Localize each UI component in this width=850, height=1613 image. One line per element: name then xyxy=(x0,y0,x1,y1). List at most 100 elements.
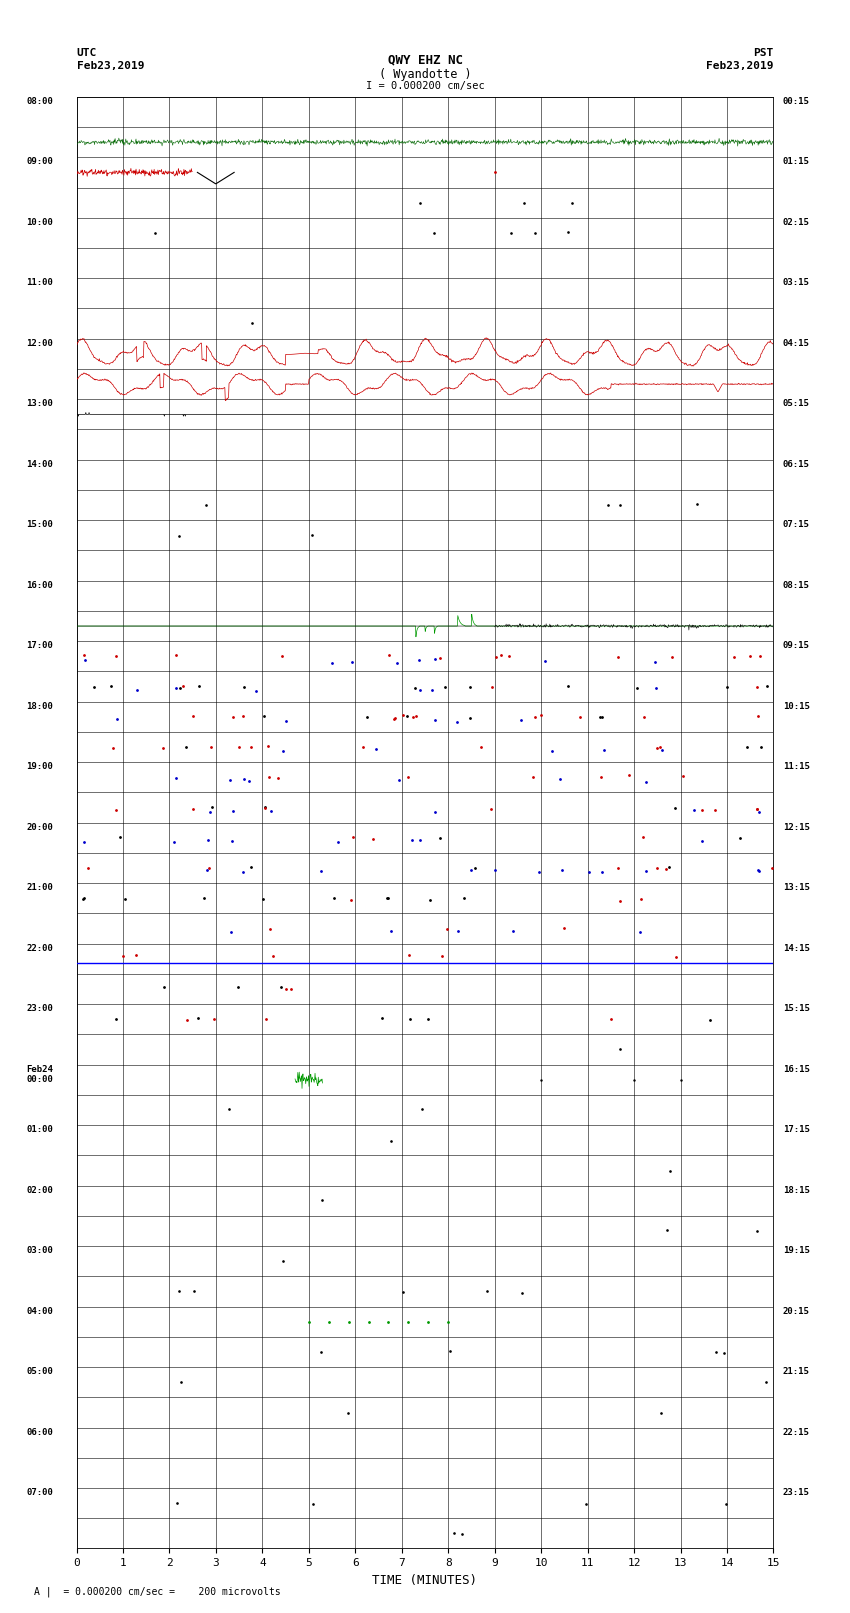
Point xyxy=(433,826,446,852)
Point xyxy=(77,642,91,668)
Point xyxy=(197,886,211,911)
Point xyxy=(751,795,764,821)
Point xyxy=(655,737,669,763)
Point xyxy=(488,858,502,884)
Text: 02:15: 02:15 xyxy=(783,218,810,227)
Point xyxy=(244,734,258,760)
Point xyxy=(611,644,625,669)
Point xyxy=(695,797,709,823)
Text: ( Wyandotte ): ( Wyandotte ) xyxy=(379,68,471,81)
Point xyxy=(630,676,643,702)
Point xyxy=(580,1490,593,1516)
Text: I = 0.000200 cm/sec: I = 0.000200 cm/sec xyxy=(366,81,484,90)
Text: 18:00: 18:00 xyxy=(26,702,54,711)
Point xyxy=(632,919,646,945)
Point xyxy=(105,673,118,698)
Text: 17:15: 17:15 xyxy=(783,1126,810,1134)
Text: UTC: UTC xyxy=(76,48,97,58)
Point xyxy=(405,827,418,853)
Point xyxy=(110,706,124,732)
Point xyxy=(415,1097,428,1123)
Point xyxy=(473,734,487,760)
Point xyxy=(604,1007,618,1032)
Point xyxy=(708,797,722,823)
Text: 04:15: 04:15 xyxy=(783,339,810,348)
Text: 22:15: 22:15 xyxy=(783,1428,810,1437)
Point xyxy=(366,826,379,852)
Point xyxy=(435,944,449,969)
Point xyxy=(434,645,447,671)
Point xyxy=(78,647,92,673)
Point xyxy=(201,857,214,882)
Point xyxy=(170,766,184,792)
Text: 20:00: 20:00 xyxy=(26,823,54,832)
Point xyxy=(663,1158,677,1184)
Point xyxy=(169,676,183,702)
Point xyxy=(573,705,586,731)
Point xyxy=(489,645,502,671)
Point xyxy=(443,1339,456,1365)
Point xyxy=(264,916,277,942)
Point xyxy=(517,190,530,216)
Text: 02:00: 02:00 xyxy=(26,1186,54,1195)
Point xyxy=(264,798,278,824)
Point xyxy=(400,703,414,729)
Point xyxy=(659,857,672,882)
Point xyxy=(666,644,679,669)
Point xyxy=(649,676,663,702)
Point xyxy=(113,824,127,850)
Point xyxy=(173,674,187,700)
Point xyxy=(402,942,416,968)
Text: 06:15: 06:15 xyxy=(783,460,810,469)
Point xyxy=(341,1400,354,1426)
Point xyxy=(384,918,398,944)
Point xyxy=(380,886,394,911)
Point xyxy=(276,739,290,765)
Point xyxy=(649,650,662,676)
Text: 12:15: 12:15 xyxy=(783,823,810,832)
Text: 04:00: 04:00 xyxy=(26,1307,54,1316)
Text: 05:15: 05:15 xyxy=(783,400,810,408)
Point xyxy=(719,1490,733,1516)
Text: 09:15: 09:15 xyxy=(783,642,810,650)
Point xyxy=(191,1005,205,1031)
Point xyxy=(428,798,442,824)
Point xyxy=(205,794,218,819)
Point xyxy=(751,703,765,729)
Point xyxy=(423,887,437,913)
Text: PST: PST xyxy=(753,48,774,58)
Point xyxy=(502,644,516,669)
Point xyxy=(81,855,94,881)
Point xyxy=(130,677,144,703)
Point xyxy=(87,674,100,700)
Text: 20:15: 20:15 xyxy=(783,1307,810,1316)
Point xyxy=(246,310,259,336)
Point xyxy=(557,915,570,940)
Point xyxy=(170,1490,184,1516)
Point xyxy=(236,703,250,729)
Text: 10:15: 10:15 xyxy=(783,702,810,711)
Point xyxy=(331,829,344,855)
Point xyxy=(622,763,636,789)
Text: 06:00: 06:00 xyxy=(26,1428,54,1437)
Point xyxy=(406,703,420,729)
Point xyxy=(653,734,666,760)
Point xyxy=(77,829,91,855)
Point xyxy=(130,942,144,968)
Point xyxy=(174,1369,188,1395)
Point xyxy=(595,705,609,731)
Point xyxy=(669,795,683,821)
Point xyxy=(595,765,609,790)
Point xyxy=(266,942,280,968)
Point xyxy=(553,766,567,792)
Point xyxy=(634,886,648,911)
Point xyxy=(761,673,774,698)
Point xyxy=(186,795,200,821)
Point xyxy=(565,190,579,216)
Point xyxy=(275,642,289,668)
Point xyxy=(200,492,213,518)
Point xyxy=(660,1218,674,1244)
Point xyxy=(720,674,734,700)
Point xyxy=(192,673,206,698)
Point xyxy=(409,674,422,700)
